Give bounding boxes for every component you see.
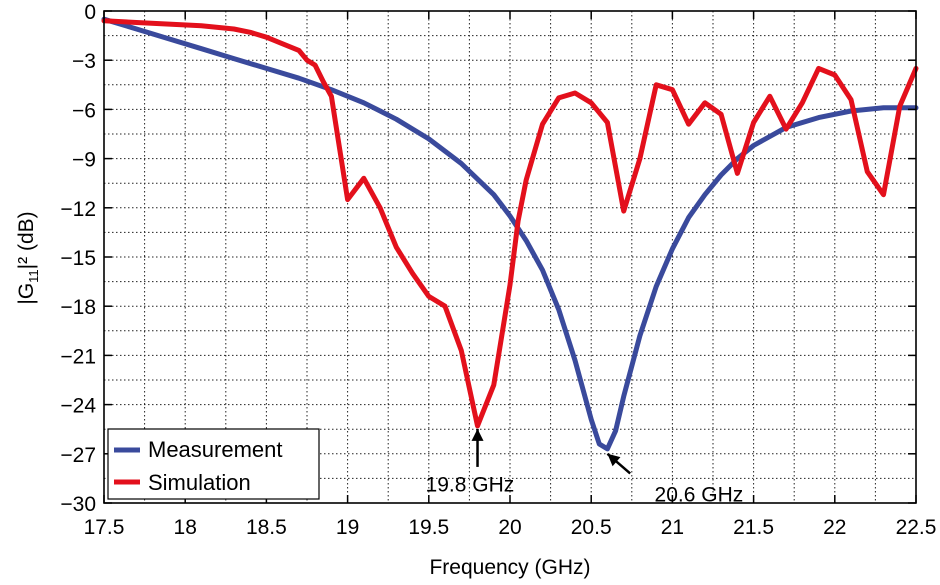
legend: Measurement Simulation bbox=[107, 428, 320, 500]
annotation-20-6-ghz: 20.6 GHz bbox=[655, 483, 744, 506]
y-tick-label: −3 bbox=[72, 50, 96, 73]
legend-box bbox=[107, 428, 320, 500]
y-tick-label: −6 bbox=[72, 99, 96, 122]
y-tick-label: 0 bbox=[84, 1, 96, 24]
x-tick-label: 22.5 bbox=[896, 516, 937, 539]
y-tick-label: −24 bbox=[60, 395, 96, 418]
x-tick-label: 20.5 bbox=[571, 516, 612, 539]
x-axis-label: Frequency (GHz) bbox=[429, 556, 590, 579]
series-measurement bbox=[101, 16, 919, 452]
annotation-19-8-ghz: 19.8 GHz bbox=[426, 474, 515, 497]
x-tick-label: 22 bbox=[823, 516, 846, 539]
y-tick-label: −12 bbox=[60, 198, 96, 221]
y-tick-label: −21 bbox=[60, 345, 96, 368]
annotations: 19.8 GHz 20.6 GHz bbox=[426, 428, 744, 506]
legend-label-measurement: Measurement bbox=[148, 437, 283, 462]
x-tick-label: 17.5 bbox=[84, 516, 125, 539]
x-tick-label: 21.5 bbox=[733, 516, 774, 539]
series-simulation bbox=[101, 18, 919, 429]
x-tick-label: 21 bbox=[661, 516, 684, 539]
annotation-arrow-head-icon bbox=[471, 428, 484, 441]
annotation-arrow-head-icon bbox=[607, 453, 621, 467]
y-tick-label: −9 bbox=[72, 149, 96, 172]
data-series bbox=[101, 16, 919, 452]
y-axis-label: |G11|² (dB) bbox=[15, 211, 41, 304]
y-axis-label-rest: |² (dB) bbox=[15, 211, 38, 269]
x-axis-ticks: 17.5 18 18.5 19 19.5 20 20.5 21 21.5 22 22.5 bbox=[84, 11, 937, 539]
y-axis-ticks: 0 −3 −6 −9 −12 −15 −18 −21 −24 −27 −30 bbox=[60, 1, 916, 516]
y-axis-label-subscript: 11 bbox=[26, 269, 41, 283]
y-tick-label: −30 bbox=[60, 493, 96, 516]
x-tick-label: 19 bbox=[336, 516, 359, 539]
y-tick-label: −27 bbox=[60, 444, 96, 467]
x-tick-label: 20 bbox=[498, 516, 521, 539]
grid-lines bbox=[104, 11, 916, 503]
y-tick-label: −15 bbox=[60, 247, 96, 270]
y-axis-label-main: |G bbox=[15, 283, 38, 305]
x-tick-label: 19.5 bbox=[408, 516, 449, 539]
legend-label-simulation: Simulation bbox=[148, 470, 251, 495]
x-tick-label: 18 bbox=[174, 516, 197, 539]
y-tick-label: −18 bbox=[60, 296, 96, 319]
x-tick-label: 18.5 bbox=[246, 516, 287, 539]
